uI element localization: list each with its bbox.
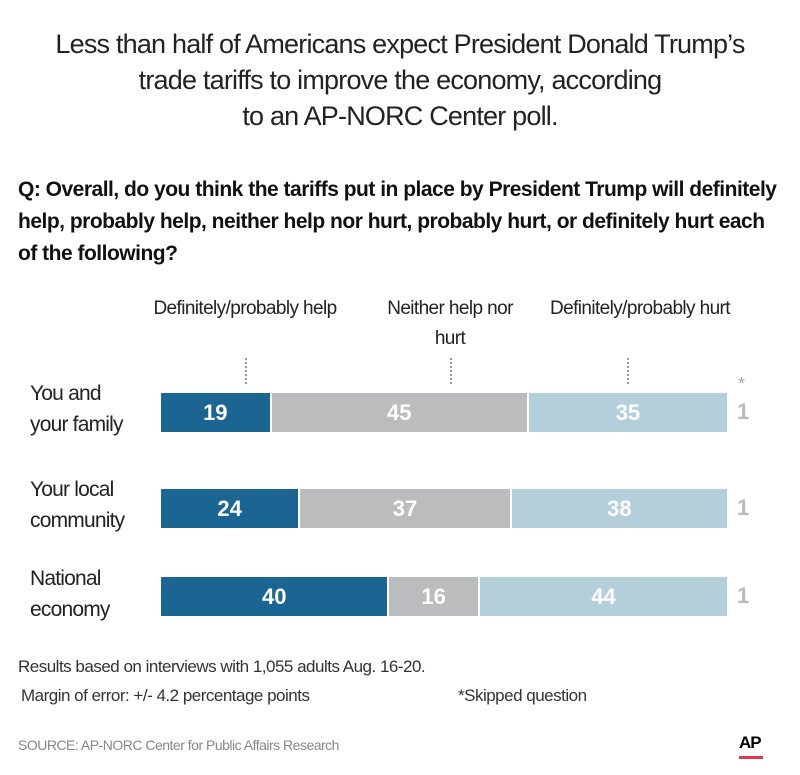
header-line: hurt	[434, 328, 466, 349]
skipped-value: 1	[737, 399, 750, 424]
data-label: 38	[607, 495, 632, 521]
bar-segment: 35	[526, 393, 727, 432]
row-label: National economy	[30, 563, 110, 625]
bar-segment: 40	[161, 577, 388, 616]
data-label: 35	[615, 399, 641, 425]
dotted-leader	[627, 358, 629, 384]
title-line: to an AP-NORC Center poll.	[242, 101, 558, 131]
data-label: 40	[261, 583, 287, 609]
data-label: 19	[203, 399, 228, 425]
bar-segment: 24	[161, 489, 299, 528]
skipped-value: 1	[737, 495, 750, 520]
column-header-hurt: Definitely/probably hurt	[550, 298, 731, 319]
row-label-line: Your local	[30, 478, 114, 501]
ap-logo-underline	[739, 756, 763, 759]
bar-segment: 19	[161, 393, 270, 432]
skipped-value: 1	[737, 583, 750, 608]
row-label: You and your family	[30, 378, 124, 440]
title-line: trade tariffs to improve the economy, ac…	[138, 65, 662, 95]
data-label: 44	[591, 583, 616, 609]
header-line: Neither help nor	[387, 298, 513, 319]
data-label: 37	[392, 495, 418, 521]
skipped-marker: *	[738, 374, 746, 394]
row-label: Your local community	[30, 474, 125, 536]
note-sample: Results based on interviews with 1,055 a…	[18, 657, 426, 676]
ap-logo: AP	[739, 733, 762, 752]
bar-segment: 37	[298, 489, 510, 528]
bar-segment: 38	[509, 489, 727, 528]
note-margin: Margin of error: +/- 4.2 percentage poin…	[21, 686, 310, 705]
data-label: 16	[421, 583, 446, 609]
data-label: 45	[387, 399, 412, 425]
column-header-neither: Neither help nor hurt	[360, 294, 540, 354]
dotted-leader	[450, 358, 452, 384]
bar-segment: 16	[387, 577, 478, 616]
row-label-line: community	[30, 509, 125, 532]
row-label-line: National	[30, 567, 101, 590]
row-label-line: your family	[30, 413, 124, 436]
column-header-help: Definitely/probably help	[153, 298, 337, 319]
question-text: Q: Overall, do you think the tariffs put…	[18, 178, 777, 265]
row-label-line: You and	[30, 382, 102, 405]
bar-segment: 45	[269, 393, 527, 432]
dotted-leader	[245, 358, 247, 384]
data-label: 24	[217, 495, 242, 521]
title-line: Less than half of Americans expect Presi…	[55, 29, 745, 59]
source-text: SOURCE: AP-NORC Center for Public Affair…	[18, 737, 339, 753]
bar-segment: 44	[477, 577, 727, 616]
chart-title: Less than half of Americans expect Presi…	[0, 26, 800, 134]
note-skipped: *Skipped question	[458, 686, 587, 705]
row-label-line: economy	[30, 598, 110, 621]
